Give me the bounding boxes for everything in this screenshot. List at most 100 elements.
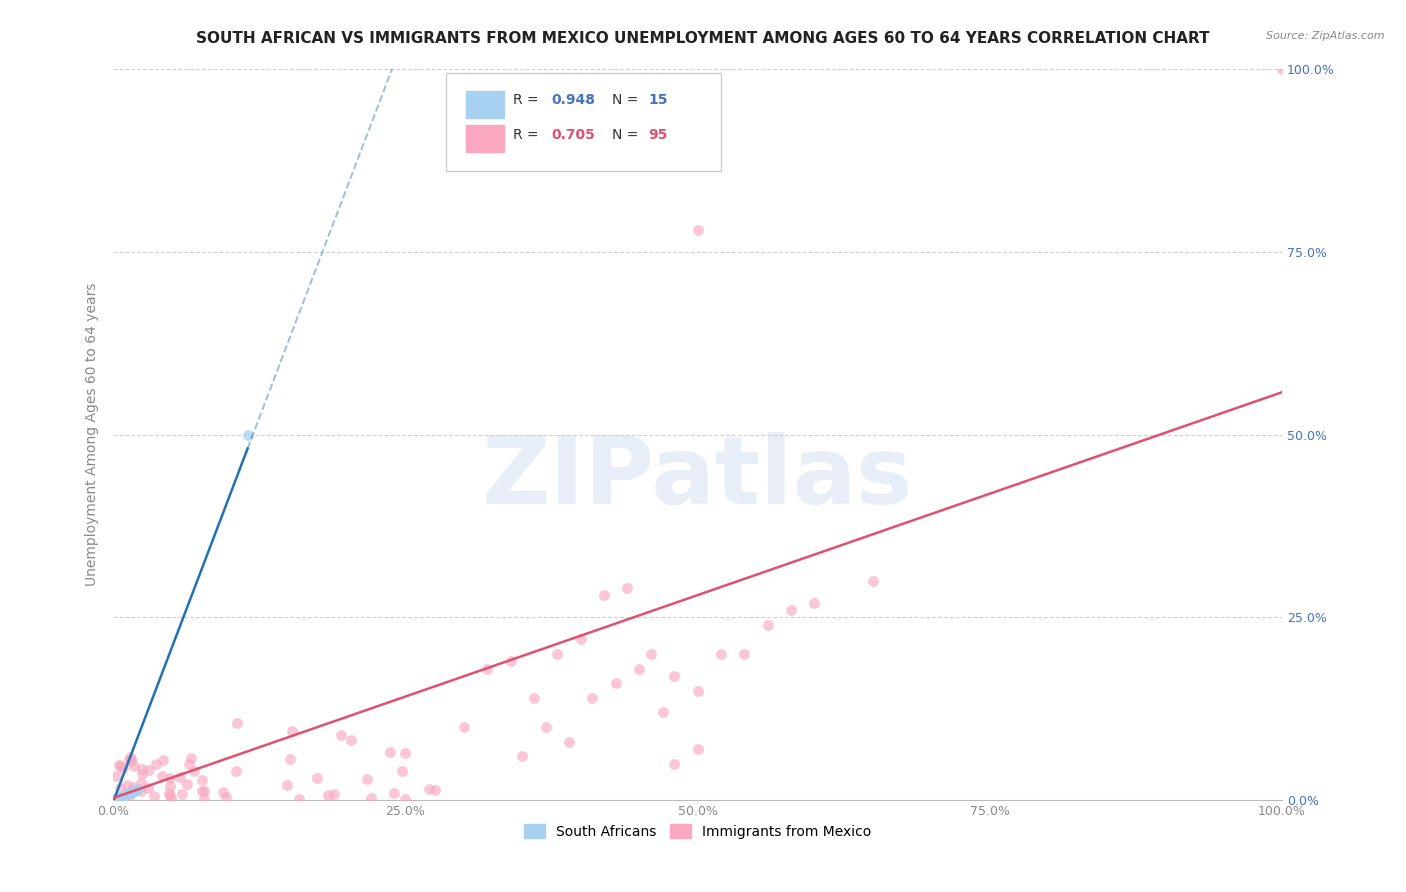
Point bbox=[120, 750, 142, 764]
Point bbox=[640, 647, 662, 661]
Point bbox=[278, 752, 301, 766]
Point bbox=[226, 715, 249, 730]
Point bbox=[546, 647, 568, 661]
Point bbox=[170, 787, 193, 801]
Point bbox=[136, 780, 159, 795]
Point bbox=[305, 771, 328, 785]
Point bbox=[112, 789, 135, 803]
Point bbox=[193, 784, 215, 798]
Text: Source: ZipAtlas.com: Source: ZipAtlas.com bbox=[1267, 31, 1385, 41]
Point bbox=[360, 790, 382, 805]
FancyBboxPatch shape bbox=[467, 125, 503, 152]
Text: SOUTH AFRICAN VS IMMIGRANTS FROM MEXICO UNEMPLOYMENT AMONG AGES 60 TO 64 YEARS C: SOUTH AFRICAN VS IMMIGRANTS FROM MEXICO … bbox=[197, 31, 1209, 46]
Point bbox=[120, 754, 142, 768]
Point bbox=[131, 766, 153, 780]
Point bbox=[115, 788, 138, 802]
Point bbox=[108, 781, 131, 796]
Text: R =: R = bbox=[513, 94, 543, 108]
Point bbox=[110, 789, 132, 804]
FancyBboxPatch shape bbox=[446, 73, 721, 171]
Point bbox=[159, 771, 181, 785]
Point bbox=[1271, 62, 1294, 76]
Point bbox=[112, 761, 135, 775]
Point bbox=[131, 775, 153, 789]
Point bbox=[117, 787, 139, 801]
Point bbox=[129, 784, 152, 798]
Point bbox=[159, 779, 181, 793]
Point bbox=[124, 783, 146, 797]
Point bbox=[169, 770, 191, 784]
Text: R =: R = bbox=[513, 128, 543, 142]
Point bbox=[356, 772, 378, 787]
Text: 95: 95 bbox=[648, 128, 668, 142]
Point bbox=[418, 782, 440, 797]
Point bbox=[183, 764, 205, 778]
Point bbox=[453, 720, 475, 734]
Point bbox=[423, 783, 446, 797]
Text: 15: 15 bbox=[648, 94, 668, 108]
Point bbox=[177, 757, 200, 772]
Point bbox=[105, 791, 128, 805]
Point bbox=[191, 773, 214, 788]
Point bbox=[593, 589, 616, 603]
Point bbox=[322, 787, 344, 801]
Point bbox=[121, 780, 143, 795]
Point bbox=[499, 654, 522, 668]
Point bbox=[159, 789, 181, 804]
Point bbox=[534, 720, 557, 734]
Point bbox=[108, 790, 131, 805]
Y-axis label: Unemployment Among Ages 60 to 64 years: Unemployment Among Ages 60 to 64 years bbox=[86, 283, 100, 586]
Point bbox=[394, 746, 416, 760]
Point bbox=[105, 769, 128, 783]
Point bbox=[316, 788, 339, 802]
Point bbox=[118, 791, 141, 805]
Point bbox=[733, 647, 755, 661]
Point bbox=[191, 784, 214, 798]
Text: N =: N = bbox=[612, 94, 643, 108]
Point bbox=[152, 753, 174, 767]
Point bbox=[120, 786, 142, 800]
Point bbox=[523, 690, 546, 705]
Point bbox=[143, 789, 166, 803]
Point bbox=[215, 789, 238, 804]
Point bbox=[510, 749, 533, 764]
Point bbox=[120, 752, 142, 766]
Point bbox=[686, 683, 709, 698]
Point bbox=[115, 779, 138, 793]
Text: N =: N = bbox=[612, 128, 643, 142]
Point bbox=[160, 790, 183, 805]
Point bbox=[340, 733, 363, 747]
Point bbox=[628, 662, 651, 676]
Point bbox=[150, 769, 173, 783]
Point bbox=[382, 786, 405, 800]
Point bbox=[477, 662, 499, 676]
Point bbox=[288, 791, 311, 805]
Point bbox=[118, 753, 141, 767]
Point bbox=[212, 785, 235, 799]
Point bbox=[281, 723, 304, 738]
Point bbox=[114, 788, 136, 802]
Point bbox=[664, 756, 686, 771]
Point bbox=[225, 764, 247, 778]
Point bbox=[145, 756, 167, 771]
Point bbox=[605, 676, 627, 690]
Point bbox=[391, 764, 413, 778]
Point bbox=[131, 762, 153, 776]
Point bbox=[122, 759, 145, 773]
Point bbox=[127, 782, 149, 797]
Point bbox=[780, 603, 803, 617]
Point bbox=[862, 574, 884, 588]
Text: 0.948: 0.948 bbox=[551, 94, 596, 108]
Point bbox=[180, 750, 202, 764]
Point bbox=[756, 617, 779, 632]
Point bbox=[569, 632, 592, 647]
Point bbox=[581, 690, 603, 705]
Point bbox=[111, 789, 134, 804]
Point bbox=[108, 790, 131, 805]
Point bbox=[710, 647, 733, 661]
Point bbox=[616, 581, 638, 595]
Point bbox=[394, 791, 416, 805]
Text: ZIPatlas: ZIPatlas bbox=[482, 433, 914, 524]
Point bbox=[803, 596, 825, 610]
Point bbox=[651, 706, 673, 720]
